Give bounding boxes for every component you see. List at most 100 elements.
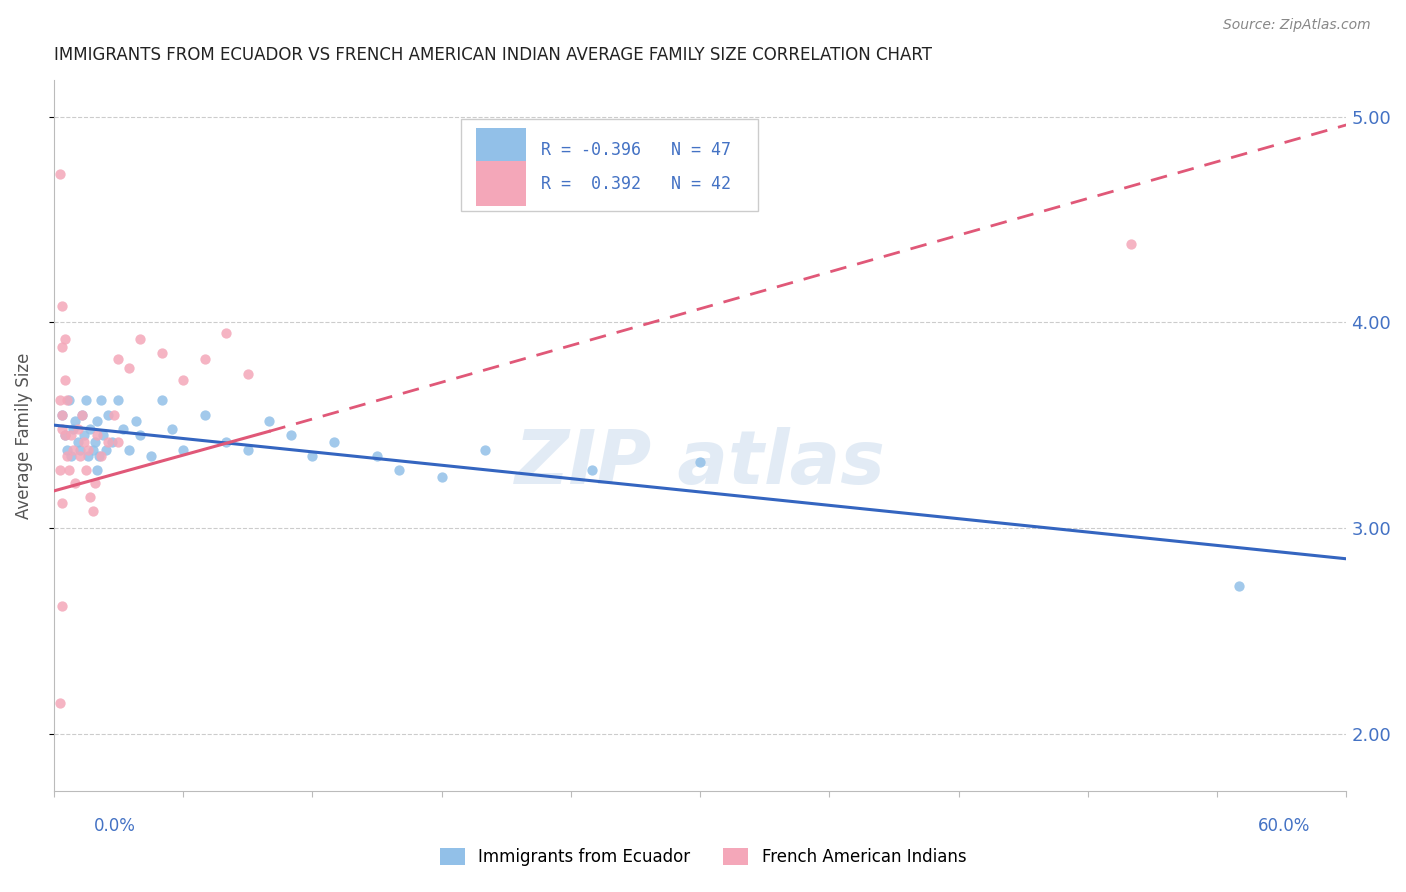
Point [125,414,148,428]
Point [107,393,129,408]
Point [70,408,93,422]
Point [83,475,105,490]
Point [65,475,87,490]
Point [129,428,152,442]
Point [58,463,80,477]
Text: ZIP atlas: ZIP atlas [515,427,886,500]
Point [55,442,77,457]
Point [172,373,194,387]
Point [82,442,104,457]
Point [55,449,77,463]
Point [150,393,173,408]
Point [90,393,112,408]
Text: IMMIGRANTS FROM ECUADOR VS FRENCH AMERICAN INDIAN AVERAGE FAMILY SIZE CORRELATIO: IMMIGRANTS FROM ECUADOR VS FRENCH AMERIC… [53,46,932,64]
Point [215,326,238,340]
Point [73,434,96,449]
Point [387,463,409,477]
Point [60,428,83,442]
Point [77,449,100,463]
Point [51,340,73,354]
FancyBboxPatch shape [477,128,526,172]
Point [51,408,73,422]
Point [53,428,76,442]
Point [53,428,76,442]
Point [107,352,129,367]
Point [301,449,323,463]
Point [129,332,152,346]
Point [73,428,96,442]
Point [236,442,259,457]
Point [83,434,105,449]
Point [65,414,87,428]
Point [474,442,496,457]
Y-axis label: Average Family Size: Average Family Size [15,352,32,518]
Point [101,434,124,449]
Point [53,332,76,346]
Legend: Immigrants from Ecuador, French American Indians: Immigrants from Ecuador, French American… [433,841,973,873]
Point [322,434,344,449]
Point [60,449,83,463]
Point [581,463,603,477]
Text: 0.0%: 0.0% [94,817,136,835]
Point [62,422,84,436]
Point [75,463,97,477]
Point [689,455,711,469]
FancyBboxPatch shape [461,119,758,211]
Point [107,434,129,449]
Point [150,346,173,360]
Point [118,442,141,457]
Point [79,422,101,436]
Point [259,414,281,428]
Text: R =  0.392   N = 42: R = 0.392 N = 42 [541,175,731,193]
Point [51,422,73,436]
Point [366,449,388,463]
Point [111,422,134,436]
Point [86,414,108,428]
Point [70,408,93,422]
Point [93,428,115,442]
Point [51,408,73,422]
Point [280,428,302,442]
Point [90,449,112,463]
Point [51,599,73,613]
Point [82,504,104,518]
Point [118,360,141,375]
Point [58,393,80,408]
Point [87,449,110,463]
Point [1227,578,1250,592]
Point [62,442,84,457]
Point [49,463,72,477]
Point [51,299,73,313]
Point [79,490,101,504]
Point [69,442,91,457]
Point [49,167,72,181]
Point [75,393,97,408]
Point [69,449,91,463]
Point [215,434,238,449]
Point [194,352,217,367]
FancyBboxPatch shape [477,161,526,205]
Text: Source: ZipAtlas.com: Source: ZipAtlas.com [1223,19,1371,32]
Point [430,469,453,483]
Point [94,442,117,457]
Point [53,373,76,387]
Point [86,428,108,442]
Text: R = -0.396   N = 47: R = -0.396 N = 47 [541,141,731,159]
Point [49,393,72,408]
Point [1119,237,1142,252]
Point [49,696,72,710]
Point [97,434,120,449]
Point [162,422,184,436]
Point [55,393,77,408]
Point [86,463,108,477]
Point [139,449,162,463]
Point [103,408,125,422]
Point [66,422,89,436]
Point [236,367,259,381]
Point [77,442,100,457]
Point [66,434,89,449]
Point [172,442,194,457]
Text: 60.0%: 60.0% [1257,817,1310,835]
Point [194,408,217,422]
Point [97,408,120,422]
